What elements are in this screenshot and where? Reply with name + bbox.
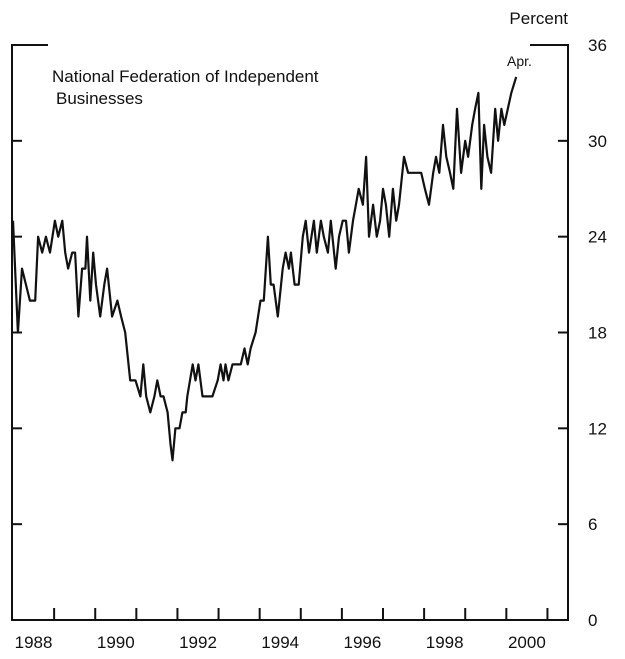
x-tick-label: 1992	[179, 633, 217, 652]
y-tick-label: 36	[588, 36, 607, 55]
x-tick-label: 2000	[508, 633, 546, 652]
annotation: Businesses	[56, 89, 143, 108]
x-tick-label: 1996	[344, 633, 382, 652]
annotation: Apr.	[507, 53, 532, 69]
y-tick-label: 12	[588, 419, 607, 438]
y-tick-label: 24	[588, 228, 607, 247]
line	[11, 76, 518, 462]
y-tick-label: 6	[588, 515, 597, 534]
x-tick-label: 1990	[97, 633, 135, 652]
y-tick-label: 30	[588, 132, 607, 151]
axis-label: Percent	[509, 9, 568, 28]
x-tick-label: 1988	[15, 633, 53, 652]
x-tick-label: 1994	[261, 633, 299, 652]
annotation: National Federation of Independent	[52, 67, 319, 86]
x-tick-label: 1998	[426, 633, 464, 652]
y-tick-label: 0	[588, 611, 597, 630]
y-tick-label: 18	[588, 324, 607, 343]
